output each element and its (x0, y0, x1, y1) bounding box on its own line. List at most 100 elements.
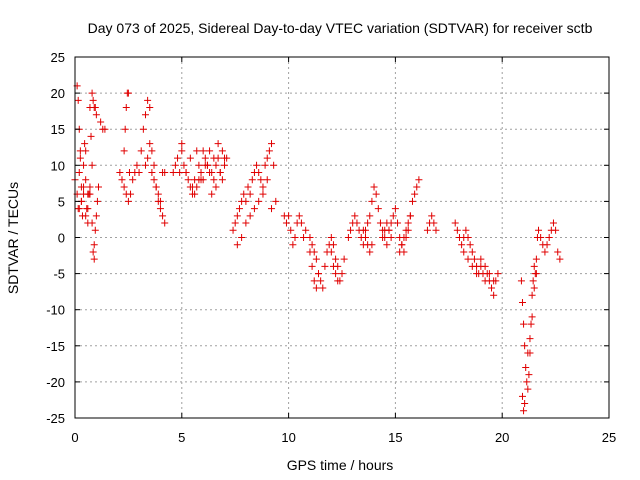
data-point (329, 241, 337, 249)
data-point (327, 234, 335, 241)
data-point (154, 190, 162, 198)
data-point (374, 205, 382, 213)
data-point (528, 313, 536, 321)
data-point (306, 234, 314, 241)
data-point (178, 140, 186, 148)
data-point (398, 241, 406, 249)
data-point (174, 154, 182, 162)
data-point (520, 407, 528, 415)
data-point (97, 118, 105, 126)
data-point (212, 161, 220, 169)
data-point (156, 205, 164, 213)
data-point (268, 205, 276, 213)
data-point (148, 147, 156, 155)
data-point (415, 176, 423, 184)
data-point (353, 219, 361, 227)
data-point (89, 248, 97, 256)
data-point (329, 262, 337, 270)
data-points (71, 82, 564, 415)
data-point (368, 241, 376, 249)
data-point (530, 284, 538, 292)
data-point (532, 270, 540, 278)
data-point (156, 197, 164, 205)
data-point (376, 219, 384, 227)
data-point (379, 234, 387, 241)
x-tick-label-15: 15 (388, 430, 402, 445)
data-point (214, 140, 222, 148)
data-point (543, 241, 551, 249)
data-point (233, 241, 241, 249)
data-point (229, 226, 237, 234)
data-point (468, 262, 476, 270)
data-point (270, 161, 278, 169)
data-point (86, 190, 94, 198)
data-point (468, 248, 476, 256)
data-point (383, 241, 391, 249)
data-point (520, 320, 528, 328)
data-point (90, 255, 98, 263)
data-point (423, 226, 431, 234)
data-point (93, 197, 101, 205)
data-point (532, 255, 540, 263)
data-point (193, 147, 201, 155)
data-point (295, 212, 303, 220)
x-axis-title: GPS time / hours (287, 457, 394, 473)
y-tick-label-15: 15 (51, 122, 65, 137)
data-point (458, 241, 466, 249)
data-point (216, 169, 224, 177)
data-point (81, 140, 89, 148)
data-point (221, 161, 229, 169)
data-point (263, 154, 271, 162)
data-point (396, 248, 404, 256)
y-axis-title: SDTVAR / TECUs (5, 182, 21, 294)
data-point (430, 219, 438, 227)
data-point (210, 176, 218, 184)
data-point (408, 197, 416, 205)
data-point (86, 183, 94, 191)
data-point (545, 234, 553, 241)
data-point (287, 226, 295, 234)
data-point (199, 147, 207, 155)
data-point (87, 132, 95, 140)
data-point (146, 140, 154, 148)
data-point (244, 183, 252, 191)
data-point (404, 219, 412, 227)
data-point (327, 248, 335, 256)
data-point (92, 212, 100, 220)
data-point (361, 234, 369, 241)
data-point (524, 349, 532, 357)
data-point (413, 183, 421, 191)
data-point (306, 248, 314, 256)
data-point (319, 284, 327, 292)
data-point (248, 176, 256, 184)
data-point (218, 176, 226, 184)
data-point (90, 241, 98, 249)
data-point (518, 392, 526, 400)
data-point (265, 147, 273, 155)
grid (75, 57, 609, 418)
data-point (82, 176, 90, 184)
data-point (231, 219, 239, 227)
data-point (453, 226, 461, 234)
data-point (76, 154, 84, 162)
data-point (159, 212, 167, 220)
data-point (389, 212, 397, 220)
data-point (359, 226, 367, 234)
data-point (197, 176, 205, 184)
data-point (338, 270, 346, 278)
y-tick-label--20: -20 (46, 375, 65, 390)
data-point (150, 161, 158, 169)
data-point (268, 140, 276, 148)
data-point (385, 226, 393, 234)
x-tick-label-5: 5 (178, 430, 185, 445)
data-point (521, 400, 529, 408)
data-point (263, 176, 271, 184)
data-point (116, 169, 124, 177)
data-point (490, 277, 498, 285)
data-point (526, 335, 534, 343)
data-point (351, 212, 359, 220)
data-point (411, 190, 419, 198)
data-point (188, 190, 196, 198)
data-point (120, 147, 128, 155)
data-point (144, 154, 152, 162)
